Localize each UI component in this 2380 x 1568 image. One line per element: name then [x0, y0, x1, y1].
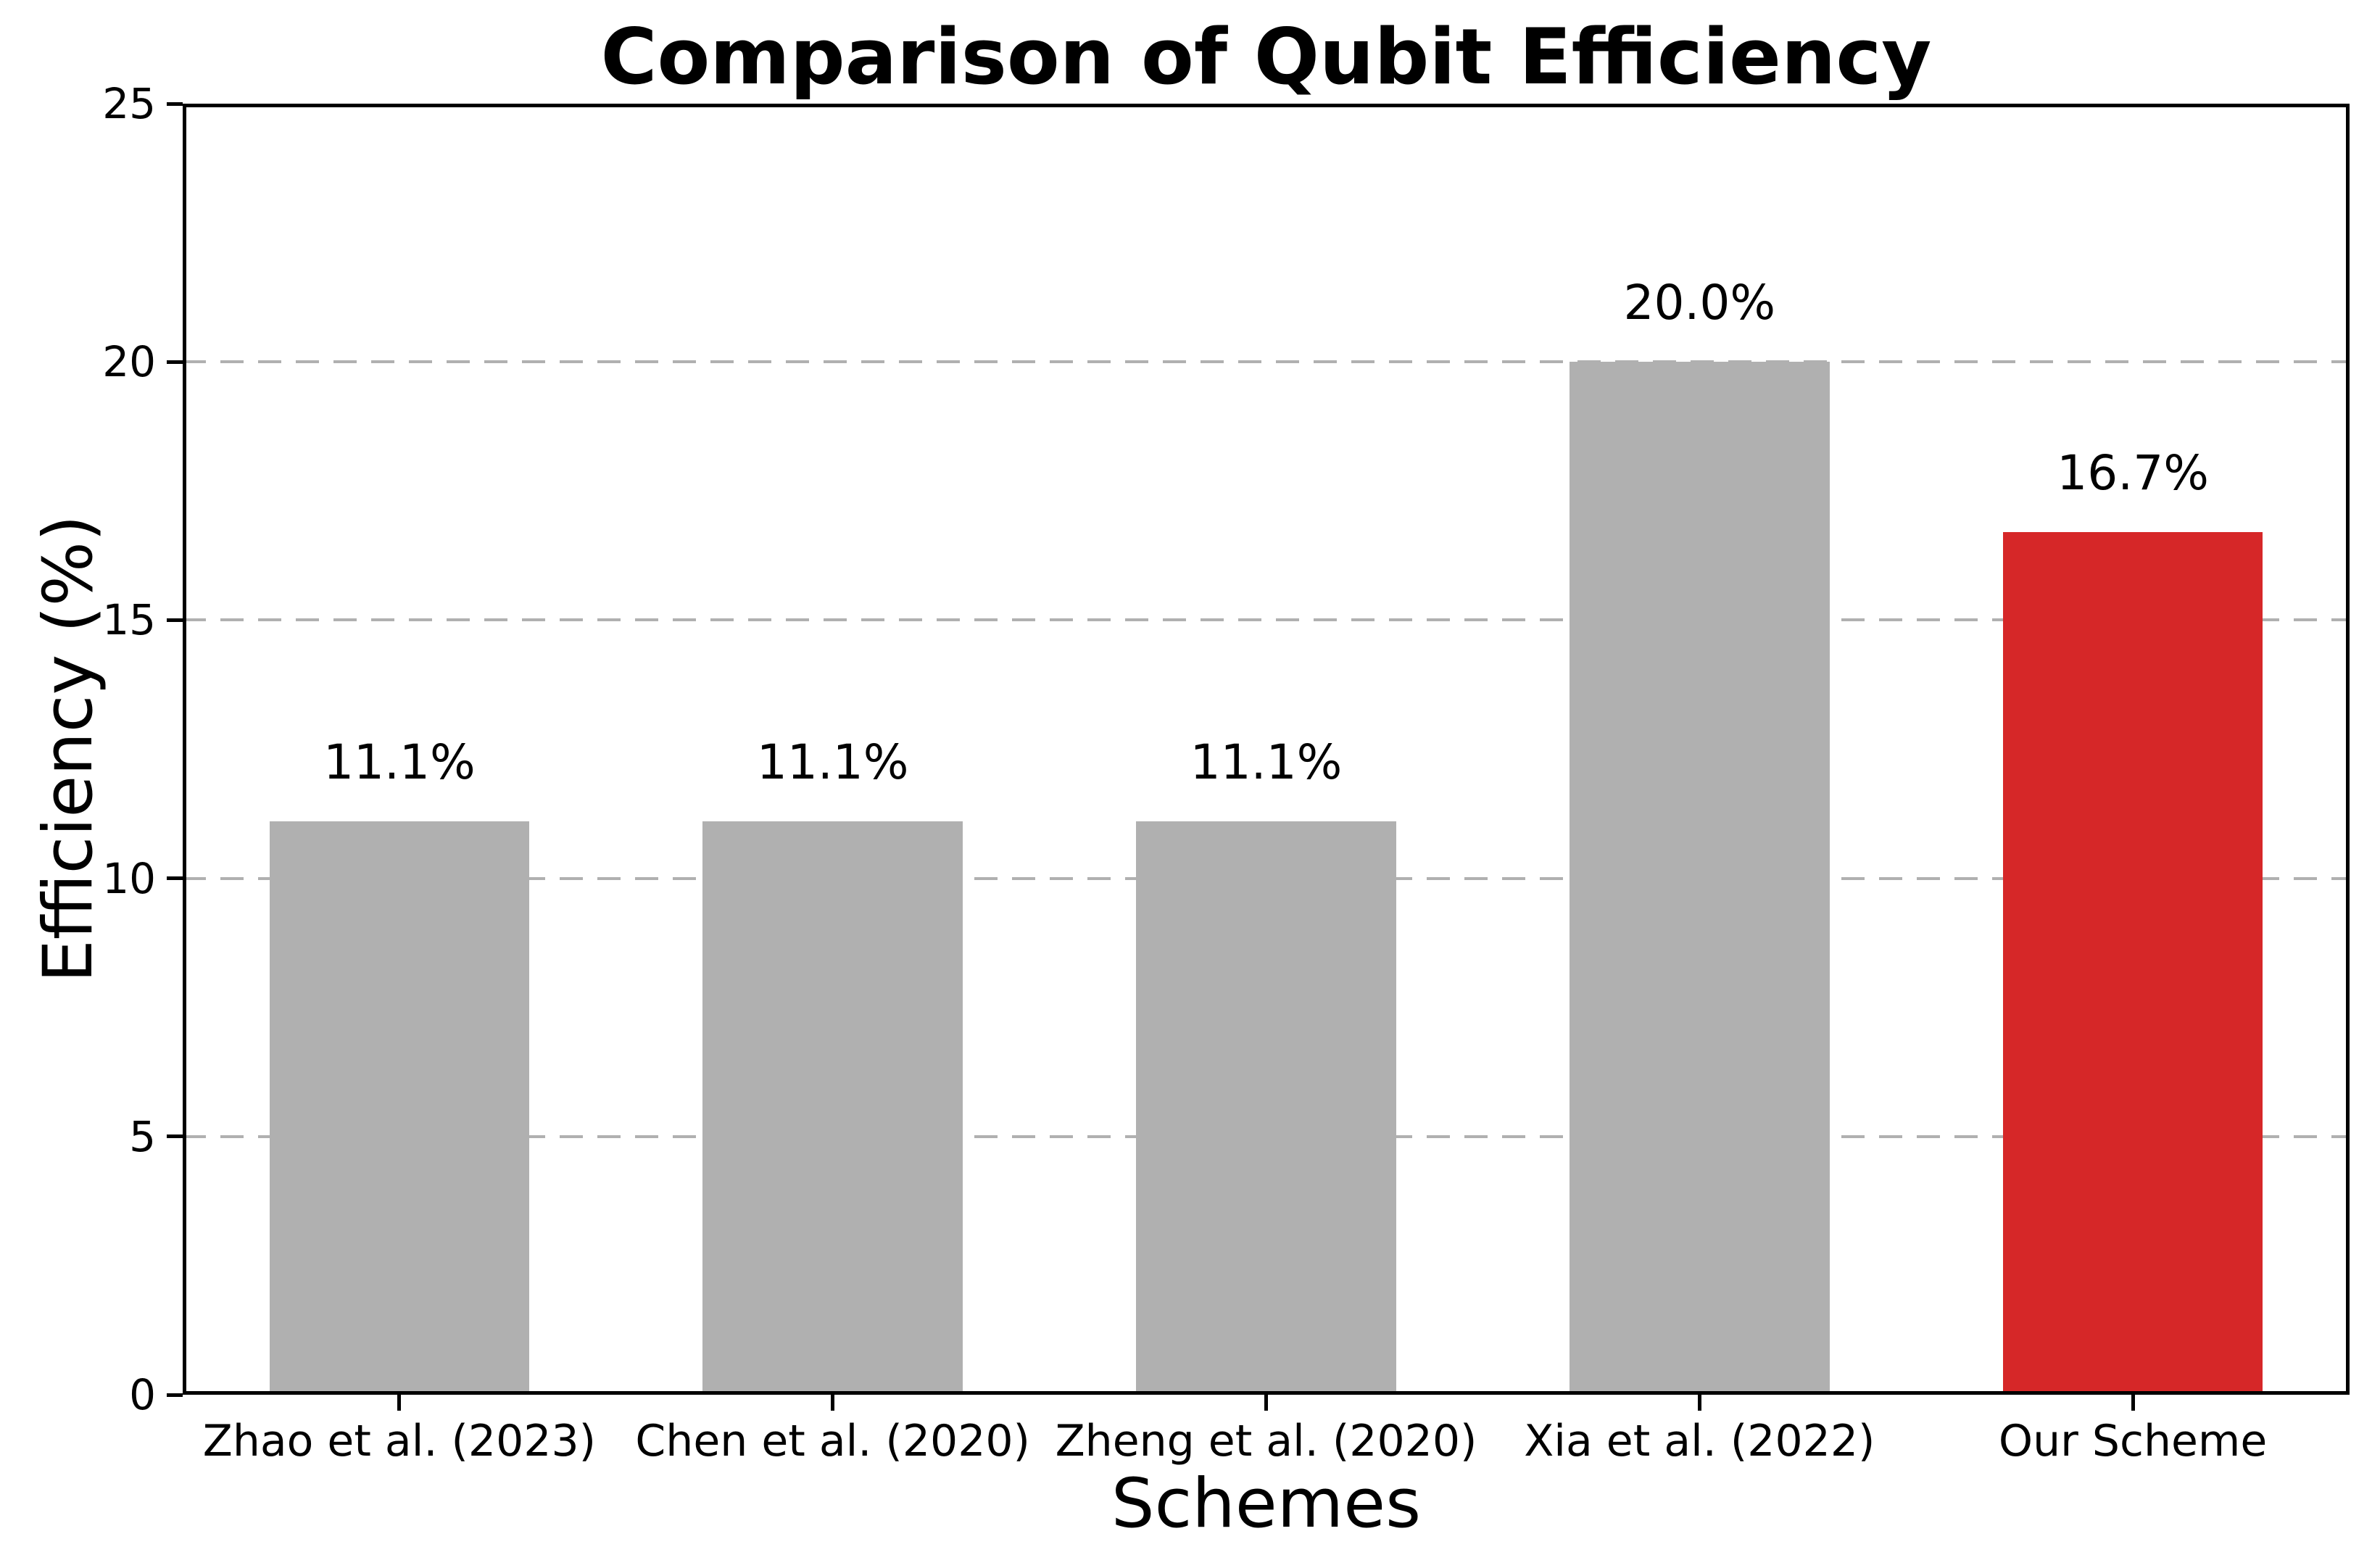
- chart-title: Comparison of Qubit Efficiency: [600, 12, 1932, 101]
- gridline-15: [183, 618, 2350, 622]
- gridline-20: [183, 360, 2350, 364]
- y-tick-mark-5: [167, 1134, 183, 1139]
- y-tick-label-20: 20: [102, 337, 156, 387]
- bar-value-label-2: 11.1%: [1190, 734, 1343, 791]
- y-tick-label-10: 10: [102, 853, 156, 903]
- bar-0: [269, 821, 530, 1395]
- y-tick-mark-15: [167, 618, 183, 622]
- bar-value-label-0: 11.1%: [323, 734, 476, 791]
- y-tick-mark-0: [167, 1393, 183, 1397]
- y-tick-mark-10: [167, 876, 183, 881]
- x-tick-label-4: Our Scheme: [1998, 1416, 2268, 1467]
- x-tick-mark-3: [1697, 1395, 1701, 1411]
- y-tick-mark-25: [167, 101, 183, 106]
- bar-value-label-1: 11.1%: [756, 734, 909, 791]
- x-tick-mark-4: [2131, 1395, 2135, 1411]
- x-tick-mark-1: [831, 1395, 835, 1411]
- bar-2: [1136, 821, 1396, 1395]
- y-tick-mark-20: [167, 360, 183, 364]
- plot-area: 11.1% 11.1% 11.1% 20.0% 16.7%: [183, 104, 2350, 1395]
- bar-4: [2002, 532, 2263, 1395]
- y-tick-label-25: 25: [102, 79, 156, 128]
- bar-1: [702, 821, 963, 1395]
- x-tick-mark-0: [397, 1395, 402, 1411]
- x-tick-label-1: Chen et al. (2020): [635, 1416, 1030, 1467]
- x-tick-label-0: Zhao et al. (2023): [202, 1416, 597, 1467]
- x-tick-mark-2: [1264, 1395, 1268, 1411]
- x-tick-label-2: Zheng et al. (2020): [1055, 1416, 1477, 1467]
- y-tick-label-5: 5: [129, 1111, 156, 1161]
- x-tick-label-3: Xia et al. (2022): [1524, 1416, 1875, 1467]
- y-axis-label: Efficiency (%): [29, 515, 108, 983]
- y-tick-label-15: 15: [102, 595, 156, 645]
- bar-value-label-4: 16.7%: [2057, 445, 2209, 502]
- bar-value-label-3: 20.0%: [1623, 275, 1776, 331]
- y-tick-label-0: 0: [129, 1370, 156, 1419]
- bar-3: [1569, 362, 1830, 1395]
- x-axis-label: Schemes: [1111, 1464, 1422, 1543]
